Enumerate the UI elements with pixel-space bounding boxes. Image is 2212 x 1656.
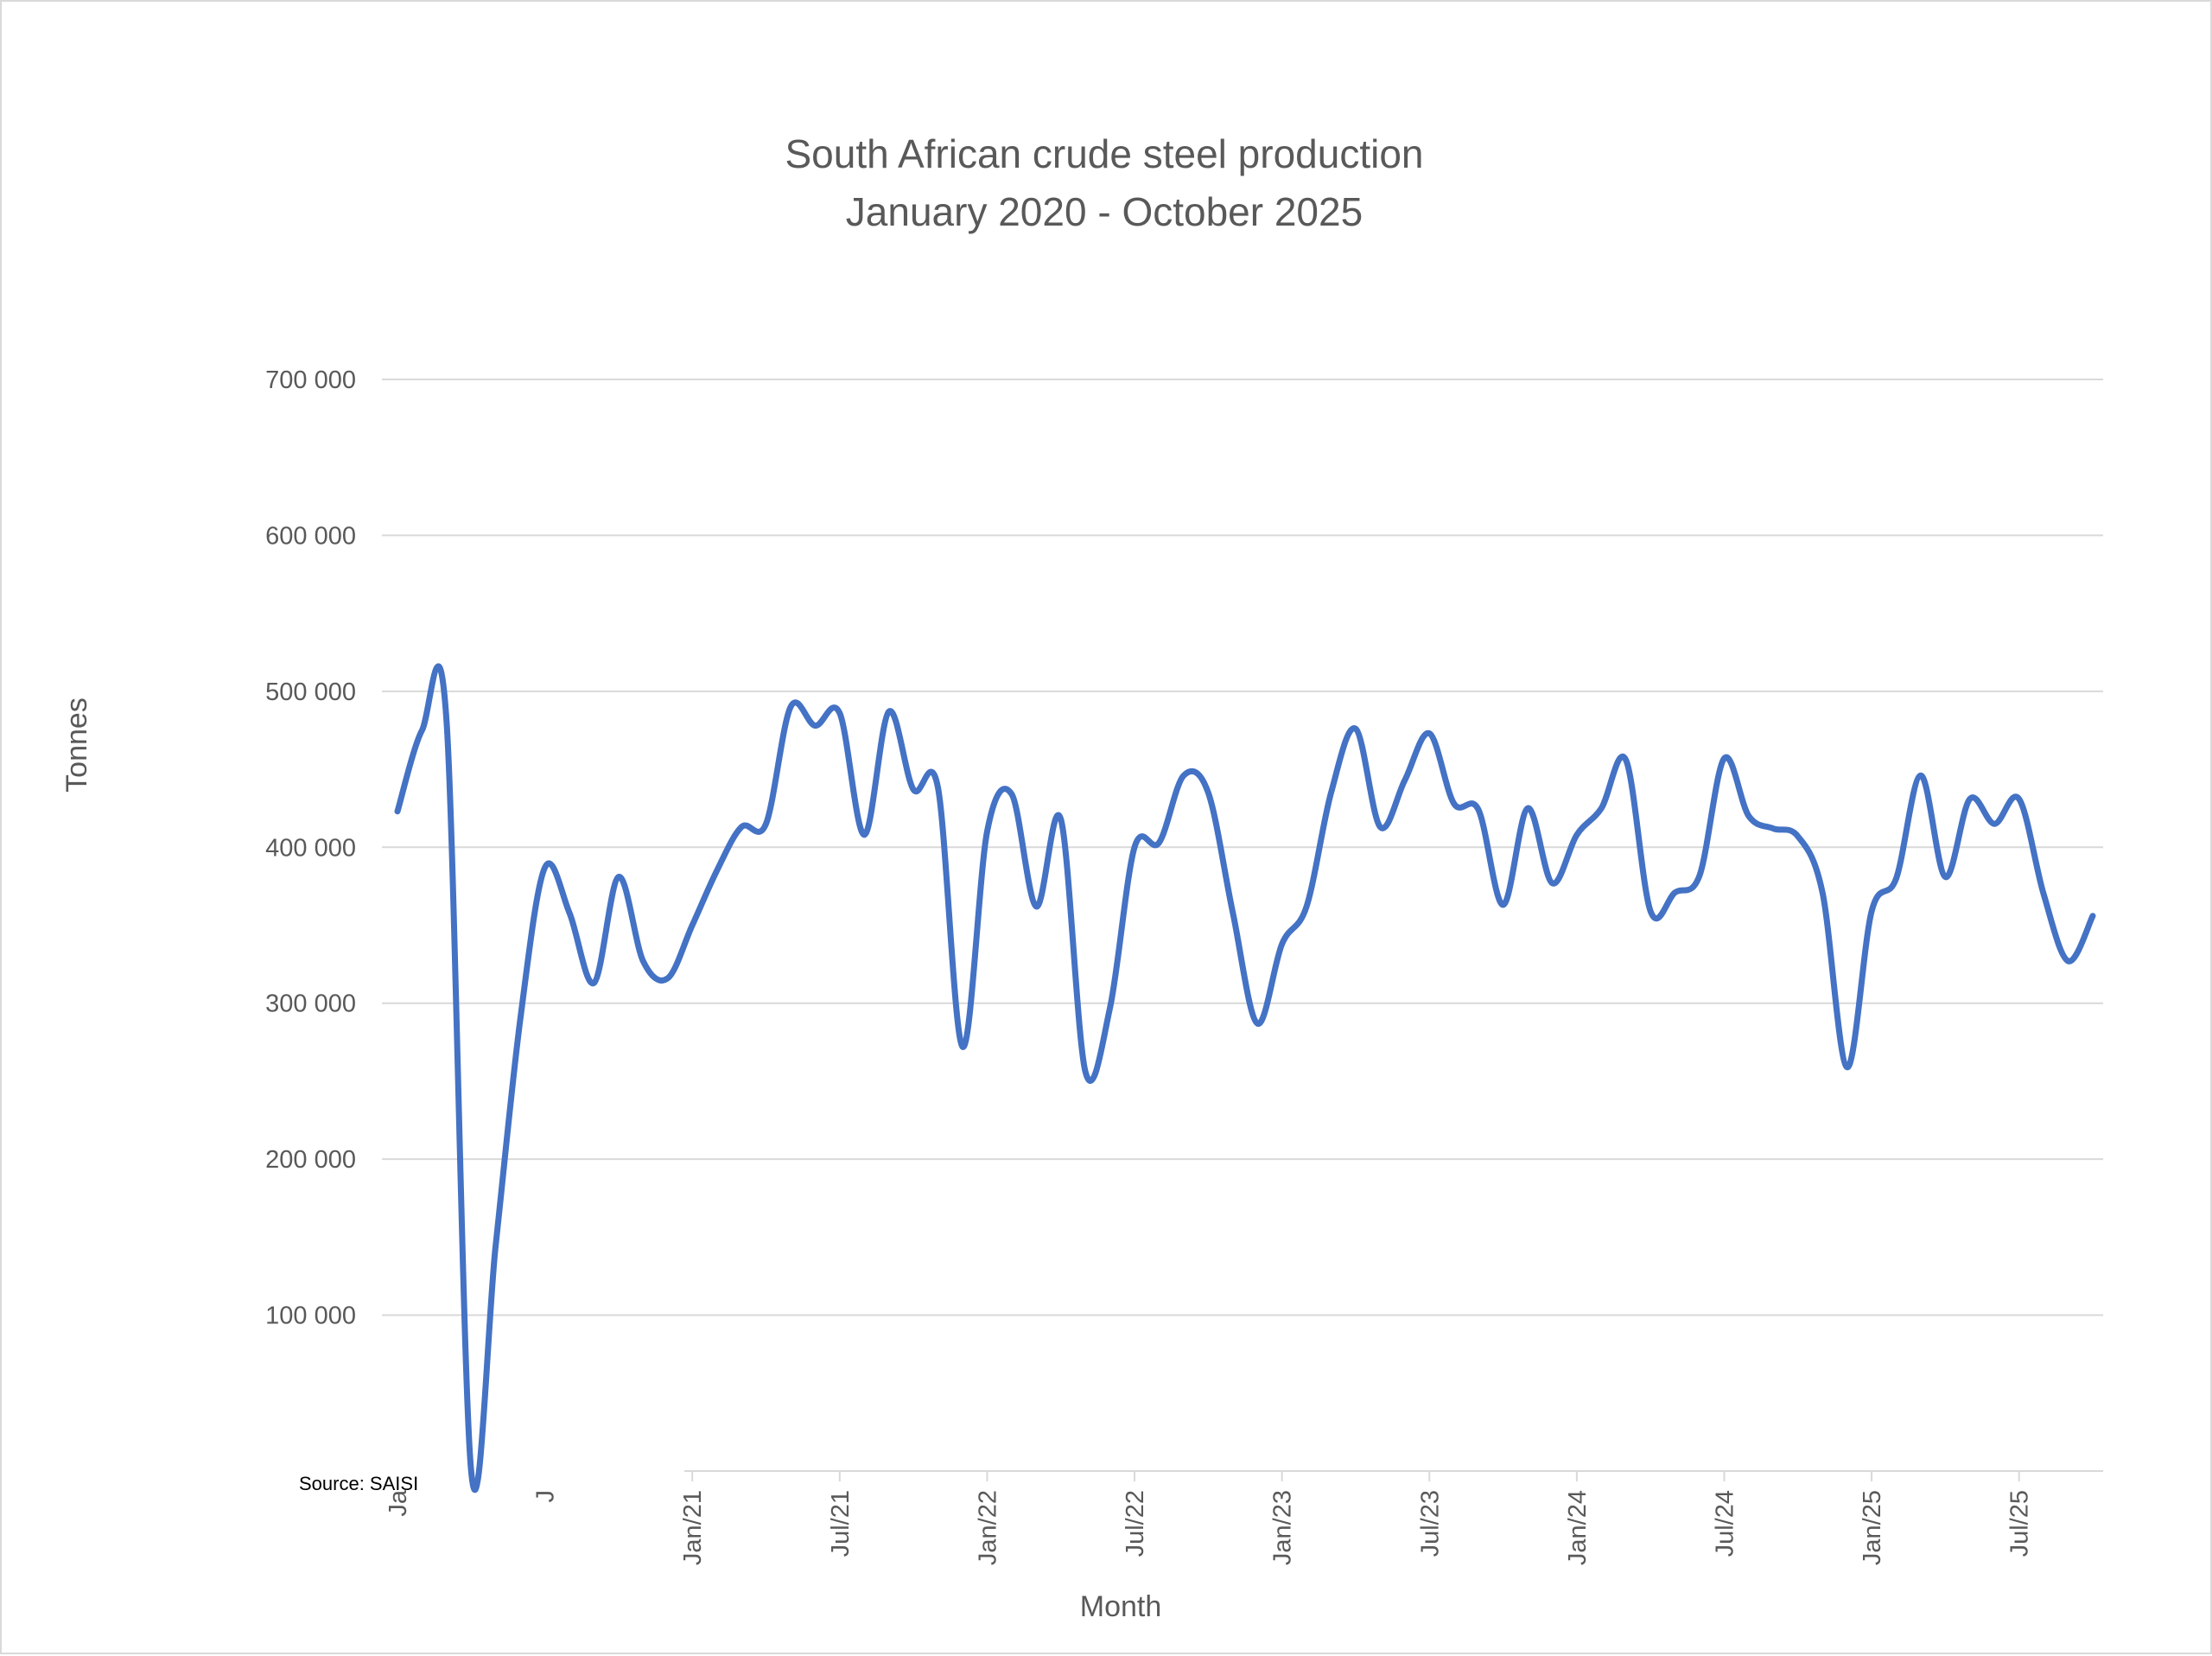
y-tick-label: 400 000	[265, 834, 356, 862]
series-line	[394, 663, 2096, 1494]
y-tick-label: 500 000	[265, 678, 356, 706]
x-tick-label: Jul/23	[1416, 1490, 1444, 1557]
x-tick-label: Jan/22	[974, 1490, 1001, 1565]
x-tick-label: Ja	[385, 1489, 412, 1517]
x-tick-label: Jan/24	[1564, 1490, 1592, 1565]
y-tick-label: 100 000	[265, 1303, 356, 1330]
y-tick-label: 200 000	[265, 1146, 356, 1174]
x-axis-title: Month	[1080, 1590, 1162, 1623]
x-tick-label: Jan/25	[1859, 1490, 1886, 1565]
x-tick-label: Jan/21	[679, 1490, 707, 1565]
chart-subtitle: January 2020 - October 2025	[846, 189, 1363, 234]
source-note: Source: SAISI	[299, 1473, 418, 1494]
x-tick-label: Jul/21	[827, 1490, 855, 1557]
x-tick-label: Jul/22	[1122, 1490, 1149, 1557]
x-tick-label: Jan/23	[1269, 1490, 1297, 1565]
x-tick-label: Jul/25	[2006, 1490, 2034, 1557]
chart-title: South African crude steel production	[785, 131, 1423, 176]
y-tick-label: 600 000	[265, 522, 356, 550]
y-tick-label: 700 000	[265, 366, 356, 394]
y-tick-label: 300 000	[265, 990, 356, 1018]
x-tick-label: J	[532, 1490, 560, 1503]
x-tick-label: Jul/24	[1711, 1490, 1738, 1557]
y-axis-ticks: 100 000 200 000 300 000 400 000 500 000 600 0…	[265, 366, 356, 1330]
gridlines	[382, 379, 2103, 1472]
series-layer	[394, 663, 2096, 1494]
x-axis-ticks: Ja J Jan/21 Jul/21 Jan/22 Jul/22 Jan/23 Jul/23 J…	[385, 1471, 2034, 1565]
y-axis-title: Tonnes	[60, 697, 93, 793]
